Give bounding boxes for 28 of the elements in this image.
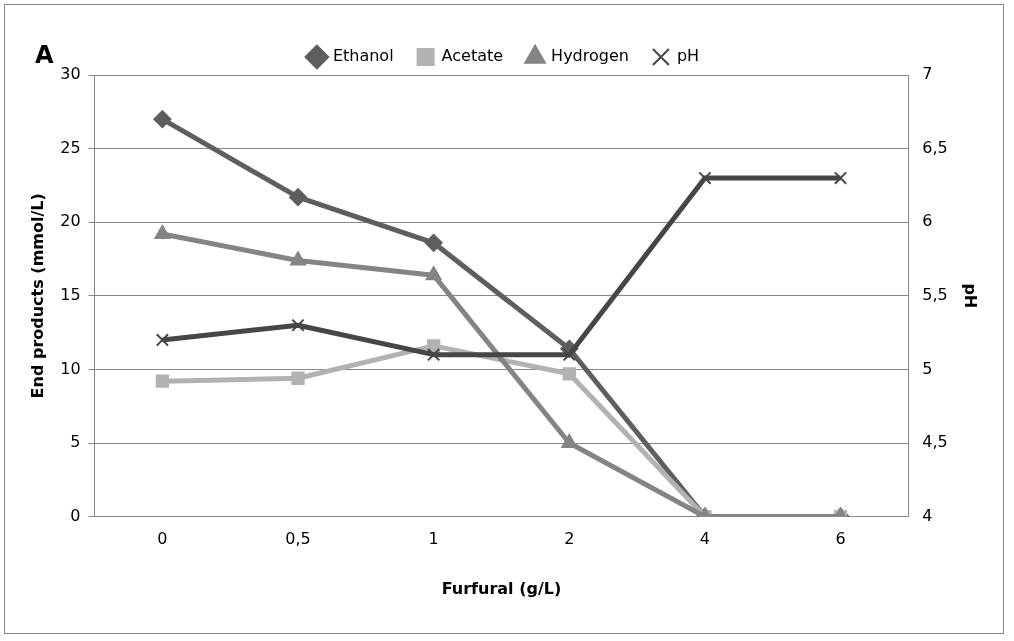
y2-tick-label: 6 [922,211,933,231]
y2-tick-label: 6,5 [922,137,948,157]
x-tick-label: 0,5 [285,529,311,549]
y-tick-label: 5 [70,432,81,452]
y2-tick-label: 7 [922,64,933,84]
y-tick-label: 10 [60,358,81,378]
x-tick-label: 1 [428,529,439,549]
x-tick-label: 6 [835,529,846,549]
y2-tick-label: 4 [922,505,933,525]
y-tick-label: 25 [60,137,81,157]
y2-tick-label: 5,5 [922,284,948,304]
legend-label: pH [676,46,700,66]
y2-tick-label: 4,5 [922,432,948,452]
y-tick-label: 0 [70,505,81,525]
legend-label: Ethanol [332,46,394,66]
x-tick-label: 0 [157,529,168,549]
x-axis-title: Furfural (g/L) [441,578,562,598]
y-tick-label: 20 [60,211,81,231]
chart-title: A [35,41,54,69]
x-tick-label: 4 [699,529,710,549]
y-tick-label: 30 [60,64,81,84]
legend-label: Hydrogen [551,46,629,66]
y2-tick-label: 5 [922,358,933,378]
y-axis-title: End products (mmol/L) [27,193,47,399]
y-tick-label: 15 [60,284,81,304]
legend-label: Acetate [441,46,504,66]
x-tick-label: 2 [564,529,575,549]
y2-axis-title: pH [961,283,981,309]
